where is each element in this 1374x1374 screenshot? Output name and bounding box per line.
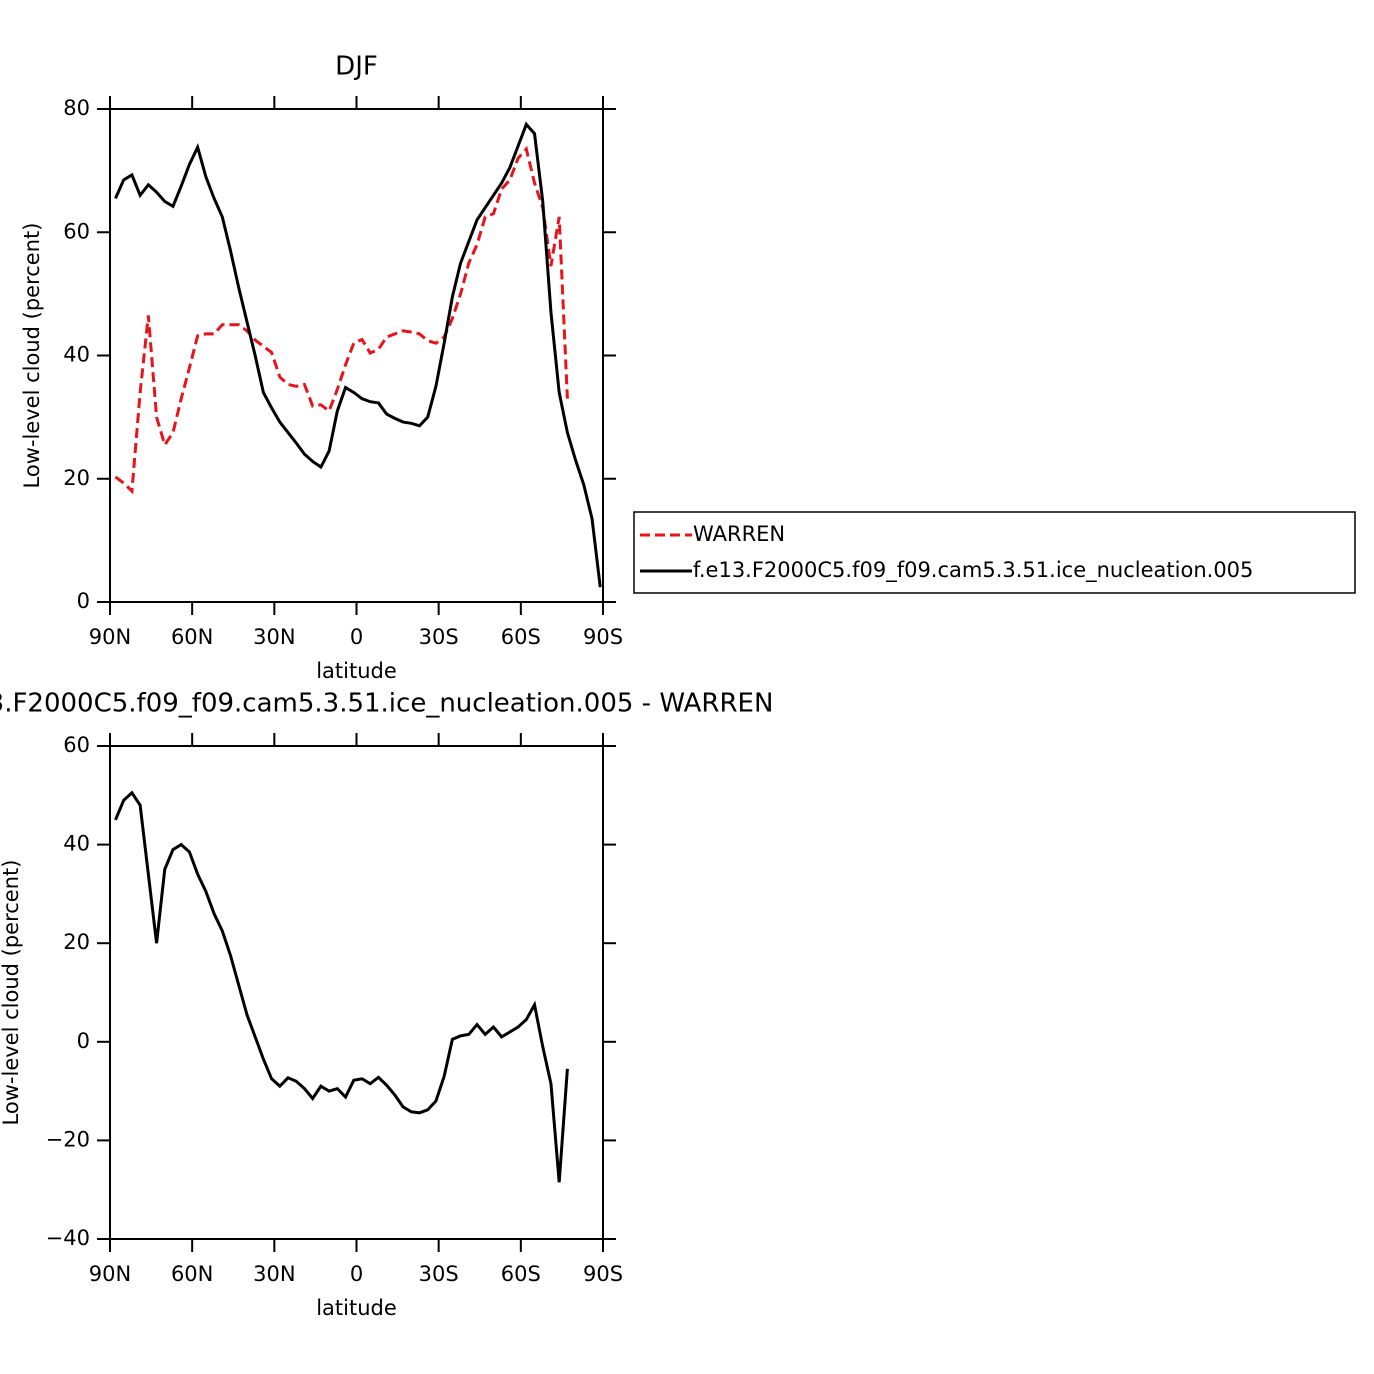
plot-frame xyxy=(109,745,604,1240)
x-tick-label: 90S xyxy=(583,625,623,649)
y-tick-label: 60 xyxy=(63,219,90,243)
y-tick-label: 0 xyxy=(77,1029,90,1053)
x-tick-label: 60S xyxy=(501,1262,541,1286)
y-tick-label: 20 xyxy=(63,466,90,490)
y-tick-label: −20 xyxy=(46,1127,90,1151)
y-tick-label: 60 xyxy=(63,733,90,757)
data-line xyxy=(114,790,569,1183)
x-tick-label: 90N xyxy=(89,625,131,649)
y-tick-label: −40 xyxy=(46,1226,90,1250)
x-tick-label: 30S xyxy=(419,625,459,649)
legend-box xyxy=(633,511,1356,594)
chart-title: f.e13.F2000C5.f09_f09.cam5.3.51.ice_nucl… xyxy=(0,689,773,719)
data-line xyxy=(114,145,569,495)
x-axis-label: latitude xyxy=(316,1296,397,1320)
x-tick-label: 60S xyxy=(501,625,541,649)
y-axis-label: Low-level cloud (percent) xyxy=(0,860,23,1126)
legend-label: f.e13.F2000C5.f09_f09.cam5.3.51.ice_nucl… xyxy=(693,558,1253,583)
y-tick-label: 40 xyxy=(63,832,90,856)
y-tick-label: 40 xyxy=(63,343,90,367)
y-tick-label: 20 xyxy=(63,930,90,954)
x-tick-label: 60N xyxy=(171,625,213,649)
x-tick-label: 0 xyxy=(350,625,363,649)
x-tick-label: 30S xyxy=(419,1262,459,1286)
x-tick-label: 0 xyxy=(350,1262,363,1286)
y-tick-label: 0 xyxy=(77,589,90,613)
data-line xyxy=(114,121,602,588)
legend-label: WARREN xyxy=(693,522,785,546)
x-axis-label: latitude xyxy=(316,659,397,683)
chart-title: DJF xyxy=(335,52,378,82)
x-tick-label: 30N xyxy=(253,625,295,649)
y-axis-label: Low-level cloud (percent) xyxy=(20,223,44,489)
x-tick-label: 30N xyxy=(253,1262,295,1286)
y-tick-label: 80 xyxy=(63,96,90,120)
x-tick-label: 90N xyxy=(89,1262,131,1286)
x-tick-label: 90S xyxy=(583,1262,623,1286)
x-tick-label: 60N xyxy=(171,1262,213,1286)
